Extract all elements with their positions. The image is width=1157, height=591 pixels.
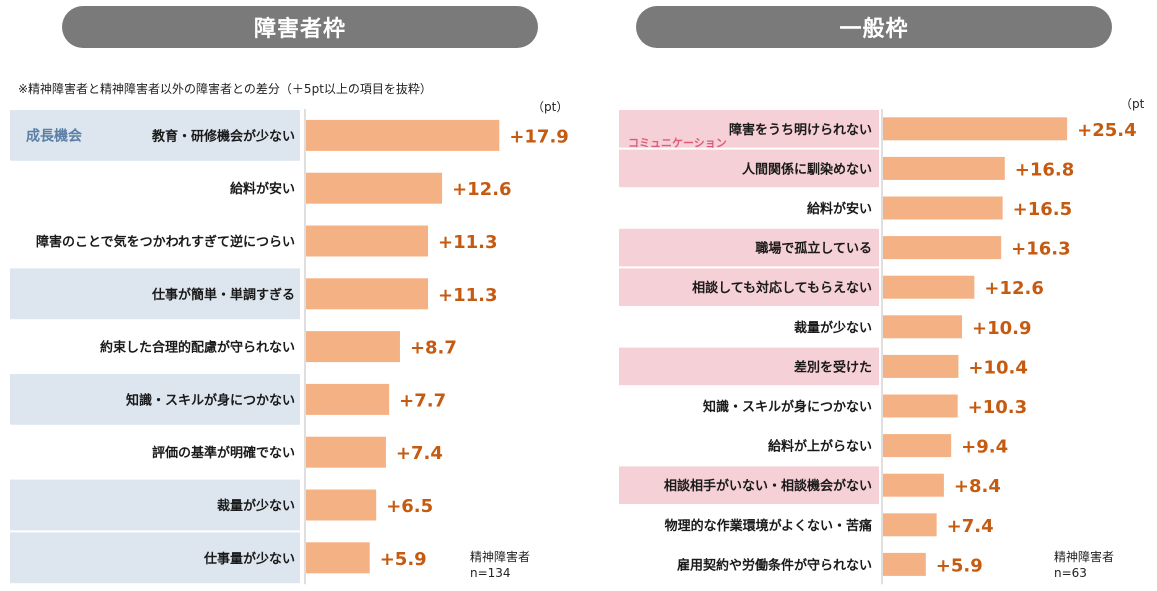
left-row-highlight bbox=[10, 374, 300, 425]
right-bar bbox=[883, 275, 975, 299]
right-group-label: コミュニケーション bbox=[628, 137, 727, 150]
right-value-label: +16.3 bbox=[1011, 239, 1071, 260]
left-sample-label: 精神障害者 n=134 bbox=[470, 549, 530, 581]
left-value-label: +12.6 bbox=[452, 179, 512, 200]
right-sample-label: 精神障害者 n=63 bbox=[1054, 549, 1114, 581]
left-bar bbox=[306, 119, 500, 151]
right-row-highlight bbox=[619, 110, 879, 148]
left-row-highlight bbox=[10, 110, 300, 161]
right-row-highlight bbox=[619, 268, 879, 306]
right-bar bbox=[883, 354, 959, 378]
right-sample-n: n=63 bbox=[1054, 566, 1087, 580]
left-category-label: 教育・研修機会が少ない bbox=[151, 128, 295, 144]
right-value-label: +7.4 bbox=[947, 516, 994, 537]
right-value-label: +16.5 bbox=[1013, 199, 1073, 220]
left-bar bbox=[306, 542, 370, 574]
right-category-label: 障害をうち明けられない bbox=[729, 122, 872, 138]
left-bar bbox=[306, 225, 429, 257]
right-value-label: +16.8 bbox=[1015, 159, 1075, 180]
left-panel-title: 障害者枠 bbox=[62, 6, 538, 48]
left-category-label: 知識・スキルが身につかない bbox=[126, 392, 295, 408]
right-value-label: +8.4 bbox=[954, 476, 1001, 497]
left-row-highlight bbox=[10, 479, 300, 531]
left-value-label: +8.7 bbox=[410, 338, 457, 359]
right-value-label: +25.4 bbox=[1077, 120, 1137, 141]
right-category-label: 物理的な作業環境がよくない・苦痛 bbox=[665, 518, 872, 534]
right-value-label: +5.9 bbox=[936, 555, 983, 576]
left-bar bbox=[306, 331, 400, 363]
right-bar bbox=[883, 434, 952, 458]
right-unit-label: （pt bbox=[1120, 97, 1145, 111]
left-row-highlight bbox=[10, 532, 300, 584]
right-bar bbox=[883, 513, 937, 537]
right-bar bbox=[883, 117, 1068, 141]
left-category-label: 裁量が少ない bbox=[217, 498, 295, 514]
left-value-label: +7.7 bbox=[399, 390, 446, 411]
left-sample-group: 精神障害者 bbox=[470, 550, 531, 564]
right-row-highlight bbox=[619, 466, 879, 504]
right-category-label: 職場で孤立している bbox=[755, 241, 872, 257]
left-bar-chart: +17.9 教育・研修機会が少ない +12.6 給料が安い +11.3 障害のことで気をつ… bbox=[10, 109, 569, 585]
left-category-label: 仕事が簡単・単調すぎる bbox=[151, 287, 295, 303]
left-category-label: 仕事量が少ない bbox=[203, 551, 295, 567]
right-category-label: 差別を受けた bbox=[794, 359, 872, 375]
right-category-label: 相談相手がいない・相談機会がない bbox=[664, 478, 872, 494]
right-category-label: 給料が上がらない bbox=[768, 439, 872, 455]
right-bar-chart: +25.4 障害をうち明けられない +16.8 人間関係に馴染めない +16.5 給料が安… bbox=[619, 109, 1137, 585]
right-bar bbox=[883, 196, 1003, 220]
left-bar bbox=[306, 436, 386, 468]
right-value-label: +9.4 bbox=[961, 437, 1008, 458]
left-group-label: 成長機会 bbox=[26, 127, 83, 144]
left-value-label: +5.9 bbox=[380, 549, 427, 570]
left-bar bbox=[306, 172, 443, 204]
right-category-label: 裁量が少ない bbox=[794, 320, 872, 336]
right-bar bbox=[883, 473, 944, 497]
right-row-highlight bbox=[619, 228, 879, 267]
left-bar bbox=[306, 278, 429, 310]
left-value-label: +11.3 bbox=[438, 285, 498, 306]
right-value-label: +12.6 bbox=[984, 278, 1044, 299]
left-category-label: 給料が安い bbox=[230, 181, 295, 197]
right-bar bbox=[883, 552, 926, 576]
right-row-highlight bbox=[619, 347, 879, 386]
left-value-label: +6.5 bbox=[386, 496, 433, 517]
left-row-highlight bbox=[10, 268, 300, 320]
right-category-label: 人間関係に馴染めない bbox=[742, 161, 872, 177]
right-value-label: +10.4 bbox=[968, 357, 1028, 378]
right-row-highlight bbox=[619, 149, 879, 188]
right-bar bbox=[883, 315, 963, 339]
right-bar bbox=[883, 236, 1002, 260]
left-value-label: +11.3 bbox=[438, 232, 498, 253]
left-category-label: 約束した合理的配慮が守られない bbox=[100, 340, 295, 356]
right-category-label: 雇用契約や労働条件が守られない bbox=[677, 557, 872, 573]
right-category-label: 知識・スキルが身につかない bbox=[703, 399, 872, 415]
left-unit-label: （pt） bbox=[532, 100, 569, 114]
right-sample-group: 精神障害者 bbox=[1054, 550, 1115, 564]
right-value-label: +10.3 bbox=[968, 397, 1028, 418]
right-panel-title: 一般枠 bbox=[636, 6, 1112, 48]
right-bar bbox=[883, 394, 958, 418]
left-sample-n: n=134 bbox=[470, 566, 511, 580]
right-category-label: 給料が安い bbox=[807, 201, 872, 217]
left-bar bbox=[306, 489, 377, 521]
right-bar bbox=[883, 156, 1005, 180]
left-category-label: 評価の基準が明確でない bbox=[152, 445, 295, 461]
right-category-label: 相談しても対応してもらえない bbox=[692, 280, 872, 296]
right-value-label: +10.9 bbox=[972, 318, 1032, 339]
left-category-label: 障害のことで気をつかわれすぎて逆につらい bbox=[36, 234, 295, 250]
left-bar bbox=[306, 383, 390, 415]
left-value-label: +17.9 bbox=[509, 126, 569, 147]
footnote-note: ※精神障害者と精神障害者以外の障害者との差分（＋5pt以上の項目を抜粋） bbox=[18, 82, 432, 96]
left-value-label: +7.4 bbox=[396, 443, 443, 464]
